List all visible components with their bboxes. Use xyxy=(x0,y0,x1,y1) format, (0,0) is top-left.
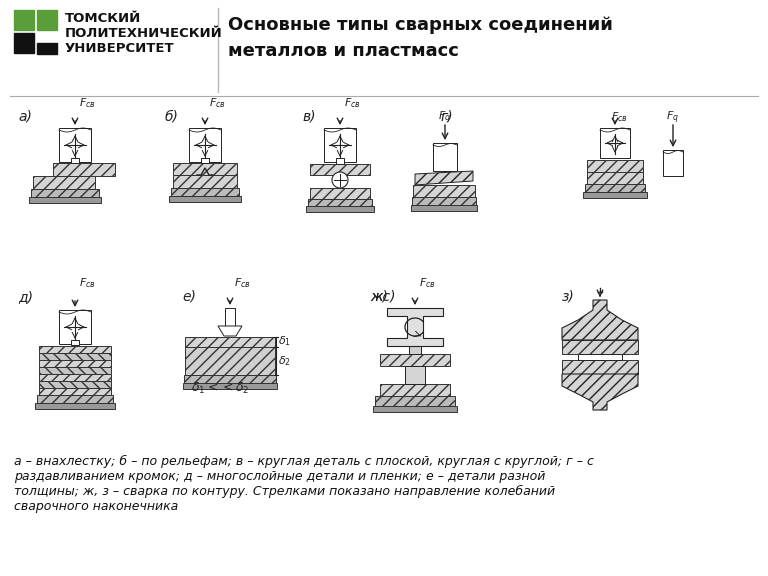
Text: ТОМСКИЙ: ТОМСКИЙ xyxy=(65,12,141,25)
Bar xyxy=(171,188,239,196)
Text: а – внахлестку; б – по рельефам; в – круглая деталь с плоской, круглая с круглой: а – внахлестку; б – по рельефам; в – кру… xyxy=(14,455,594,468)
Bar xyxy=(35,403,115,409)
Text: д): д) xyxy=(18,290,33,304)
Bar xyxy=(578,354,622,360)
Bar xyxy=(663,150,683,176)
Bar xyxy=(562,360,638,374)
Bar xyxy=(373,406,457,412)
Bar xyxy=(412,197,476,205)
Text: з): з) xyxy=(562,290,574,304)
Text: $\delta_2$: $\delta_2$ xyxy=(278,354,291,368)
Bar xyxy=(189,128,221,162)
Text: УНИВЕРСИТЕТ: УНИВЕРСИТЕТ xyxy=(65,42,174,55)
Text: $F_{св}$: $F_{св}$ xyxy=(419,276,435,290)
Bar xyxy=(308,199,372,206)
Polygon shape xyxy=(562,300,638,340)
Text: $F_{св}$: $F_{св}$ xyxy=(79,96,96,110)
Text: Основные типы сварных соединений
металлов и пластмасс: Основные типы сварных соединений металло… xyxy=(228,16,613,60)
Text: $F_q$: $F_q$ xyxy=(439,110,452,126)
Bar xyxy=(29,197,101,203)
Text: раздавливанием кромок; д – многослойные детали и пленки; е – детали разной: раздавливанием кромок; д – многослойные … xyxy=(14,470,545,483)
Text: $\delta_1$: $\delta_1$ xyxy=(278,334,291,348)
Text: жс): жс) xyxy=(370,290,396,304)
Bar xyxy=(409,346,421,354)
Bar xyxy=(184,375,276,383)
Bar xyxy=(39,346,111,353)
Bar xyxy=(37,395,113,403)
Bar xyxy=(375,396,455,406)
Text: $F_{св}$: $F_{св}$ xyxy=(79,276,96,290)
Bar xyxy=(336,158,344,164)
Bar xyxy=(39,388,111,395)
Circle shape xyxy=(332,172,348,188)
Bar xyxy=(33,176,95,189)
Bar xyxy=(39,353,111,360)
Bar xyxy=(380,384,450,396)
Bar xyxy=(71,158,79,163)
Text: $F_{св}$: $F_{св}$ xyxy=(209,96,226,110)
Bar xyxy=(185,337,275,347)
Bar xyxy=(583,192,647,198)
Bar xyxy=(39,374,111,381)
Text: сварочного наконечника: сварочного наконечника xyxy=(14,500,178,513)
Bar xyxy=(306,206,374,212)
Polygon shape xyxy=(387,308,443,346)
Bar xyxy=(310,164,370,175)
Bar xyxy=(37,43,57,54)
Bar xyxy=(59,128,91,162)
Bar xyxy=(225,308,235,326)
Bar xyxy=(433,143,457,171)
Bar xyxy=(39,367,111,374)
Bar xyxy=(310,188,370,199)
Bar xyxy=(562,340,638,354)
Bar xyxy=(413,185,475,197)
Bar xyxy=(39,360,111,367)
Text: а): а) xyxy=(18,110,32,124)
Bar xyxy=(39,381,111,388)
Bar xyxy=(600,128,630,158)
Bar xyxy=(37,10,57,30)
Bar xyxy=(169,196,241,202)
Text: б): б) xyxy=(165,110,179,124)
Text: в): в) xyxy=(302,110,316,124)
Bar xyxy=(324,128,356,162)
Polygon shape xyxy=(415,171,473,185)
Bar xyxy=(380,354,450,366)
Bar xyxy=(405,366,425,384)
Bar xyxy=(587,160,643,172)
Text: $F_q$: $F_q$ xyxy=(667,110,680,126)
Text: ж): ж) xyxy=(370,290,388,304)
Text: $F_{св}$: $F_{св}$ xyxy=(611,110,627,124)
Bar xyxy=(173,163,237,175)
Bar xyxy=(185,347,275,375)
Text: $\delta_1 << \delta_2$: $\delta_1 << \delta_2$ xyxy=(190,381,250,396)
Text: ПОЛИТЕХНИЧЕСКИЙ: ПОЛИТЕХНИЧЕСКИЙ xyxy=(65,27,223,40)
Text: толщины; ж, з – сварка по контуру. Стрелками показано направление колебаний: толщины; ж, з – сварка по контуру. Стрел… xyxy=(14,485,555,498)
Bar xyxy=(14,10,34,30)
Bar xyxy=(585,184,645,192)
Text: е): е) xyxy=(182,290,196,304)
Bar xyxy=(14,33,34,53)
Bar xyxy=(587,172,643,184)
Bar xyxy=(53,163,115,176)
Polygon shape xyxy=(218,326,242,336)
Bar xyxy=(405,366,425,384)
Bar xyxy=(71,340,79,345)
Bar xyxy=(183,383,277,389)
Bar xyxy=(59,310,91,344)
Text: г): г) xyxy=(440,110,452,124)
Polygon shape xyxy=(562,374,638,410)
Text: $F_{св}$: $F_{св}$ xyxy=(344,96,361,110)
Bar xyxy=(173,175,237,188)
Bar xyxy=(411,205,477,211)
Bar xyxy=(31,189,99,197)
Bar xyxy=(201,158,209,163)
Text: $F_{св}$: $F_{св}$ xyxy=(234,276,251,290)
